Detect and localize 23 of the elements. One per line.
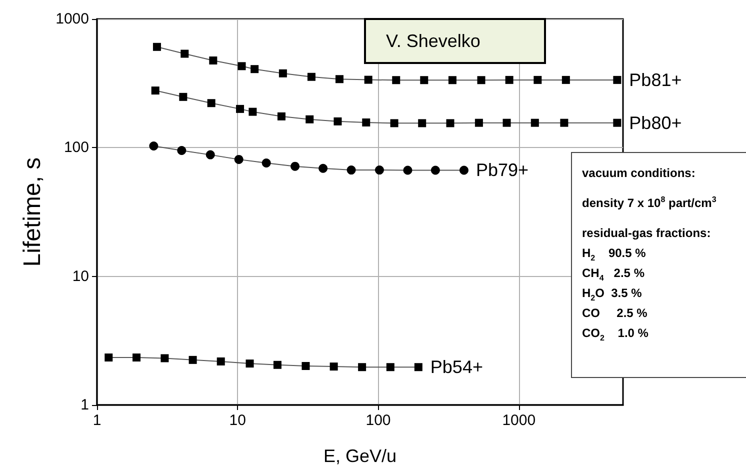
y-axis-title: Lifetime, s: [19, 157, 46, 267]
note-box: V. Shevelko: [364, 18, 546, 64]
x-axis-title: E, GeV/u: [323, 446, 397, 466]
annotation: H$_{2}$O 3.5 %: [582, 285, 643, 303]
annotation: residual-gas fractions:: [582, 225, 712, 242]
y-tick-label: 100: [64, 139, 89, 156]
y-tick-label: 1000: [56, 10, 89, 28]
x-tick-label: 1: [92, 412, 102, 429]
annotation: Pb54+: [430, 357, 483, 378]
text: H$_{2}$ 90.5 %: [582, 246, 646, 262]
x-tick-label: 100: [366, 412, 391, 429]
annotation: Pb80+: [629, 112, 682, 133]
y-tick-label: 10: [72, 268, 89, 285]
annotation: Pb79+: [476, 160, 529, 180]
x-tick-label: 1000: [502, 412, 536, 429]
text: CO$_{2}$ 1.0 %: [582, 326, 648, 342]
annotation: Pb81+: [629, 70, 682, 90]
text: CH$_{4}$ 2.5 %: [582, 266, 644, 282]
annotation: CO 2.5 %: [582, 305, 648, 322]
x-tick-label: 10: [229, 412, 246, 429]
annotation: density 7 x 10$^{8}$ part/cm$^{3}$: [582, 194, 718, 212]
y-tick-label: 1: [80, 396, 89, 414]
annotation: vacuum conditions:: [582, 165, 696, 182]
